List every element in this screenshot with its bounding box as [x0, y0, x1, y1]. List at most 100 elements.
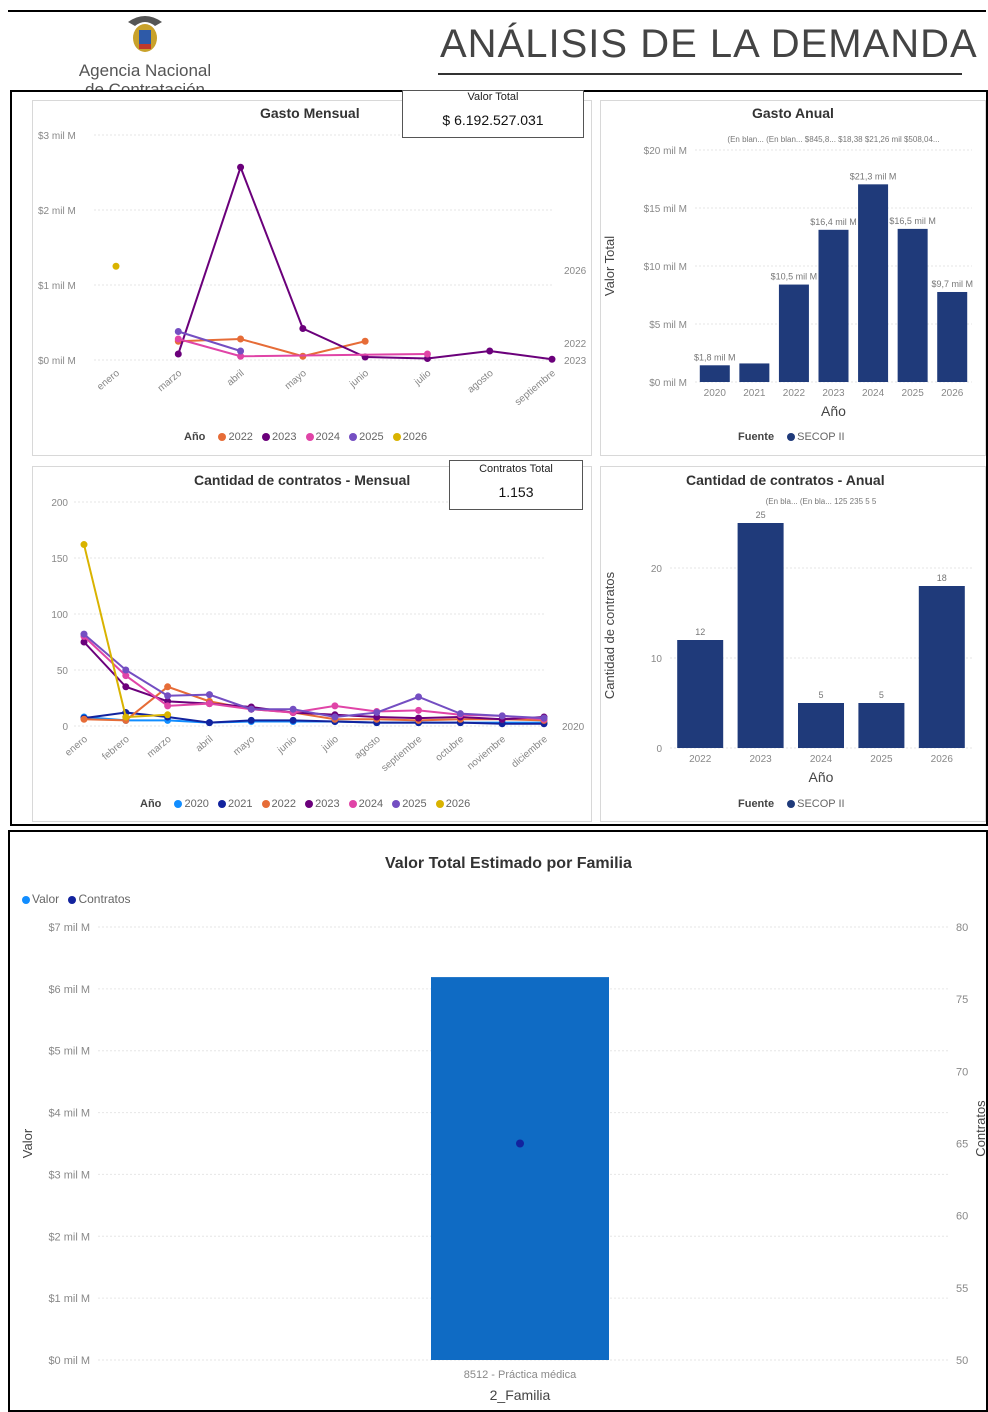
data-label: 12	[695, 627, 705, 637]
data-label: $16,5 mil M	[889, 216, 936, 226]
agency-logo: Agencia Nacional de Contratación Pública	[60, 8, 230, 90]
x-axis-title: 2_Familia	[490, 1387, 551, 1403]
data-point-2025	[247, 705, 255, 713]
bar-2024	[798, 703, 844, 748]
dashboard-frame-bottom	[8, 830, 988, 1412]
kpi-valor-label: Valor Total	[467, 91, 519, 103]
data-label: $10,5 mil M	[771, 272, 818, 282]
data-point-2023	[299, 325, 307, 332]
data-point-2025	[122, 666, 130, 674]
gasto-mensual-legend: Año 2022 2023 2024 2025 2026	[184, 431, 428, 443]
contratos-mensual-legend: Año 2020 2021 2022 2023 2024 2025 2026	[140, 798, 471, 810]
bar-2025	[897, 228, 928, 382]
data-label: 5	[818, 690, 823, 700]
y-tick-label: 100	[51, 610, 68, 621]
data-point-2022	[80, 715, 88, 723]
series-line-2025	[177, 330, 241, 352]
data-point-2024	[164, 702, 172, 710]
bar-2026	[937, 291, 968, 382]
data-point-2025	[289, 705, 297, 713]
y-tick-label: $2 mil M	[48, 1231, 90, 1243]
x-tick-label: diciembre	[510, 734, 551, 771]
contratos-anual-chart[interactable]: 0 10 20 2022 12 2023 25 2024 5 2025 5 2026 18 Año Cant…	[600, 490, 986, 795]
kpi-contratos-value: 1.153	[498, 484, 534, 500]
x-tick-label: 2022	[689, 754, 712, 765]
data-point-2024	[423, 350, 431, 358]
gasto-mensual-title: Gasto Mensual	[260, 105, 360, 121]
bar-2022	[677, 640, 724, 748]
x-tick-label: noviembre	[465, 734, 508, 773]
y2-axis-title: Contratos	[973, 1100, 986, 1157]
x-tick-label: abril	[194, 734, 216, 755]
series-end-label: 2022	[564, 339, 587, 350]
x-tick-label: 2024	[862, 388, 885, 399]
x-tick-label: 2021	[743, 388, 766, 399]
y-tick-label: $2 mil M	[38, 206, 76, 217]
x-tick-label: julio	[319, 734, 341, 755]
y-tick-label: $5 mil M	[48, 1046, 90, 1058]
y2-tick-label: 60	[956, 1211, 968, 1223]
x-axis-title: Año	[821, 403, 846, 419]
series-line-2023	[177, 164, 553, 361]
y2-tick-label: 70	[956, 1066, 968, 1078]
data-point-2024	[331, 702, 339, 710]
bar-2020	[699, 365, 730, 382]
data-point-2025	[415, 693, 423, 701]
series-line-2022	[178, 337, 366, 358]
y-tick-label: $5 mil M	[649, 320, 687, 331]
x-tick-label: 2026	[931, 754, 954, 765]
gasto-mensual-card[interactable]	[32, 100, 592, 456]
data-point-2023	[415, 714, 423, 722]
data-point-2025	[331, 713, 339, 721]
contratos-mensual-title: Cantidad de contratos - Mensual	[194, 472, 411, 488]
x-tick-label: agosto	[466, 368, 496, 396]
x-axis-title: Año	[809, 769, 834, 785]
y-tick-label: 200	[51, 498, 68, 509]
series-end-label: 2026	[564, 266, 587, 277]
y-axis-title: Cantidad de contratos	[602, 571, 617, 699]
x-tick-label: 2022	[783, 388, 806, 399]
top-labels: (En blan... (En blan... $845,8... $18,38…	[727, 135, 939, 144]
data-label: 5	[879, 690, 884, 700]
series-line-2024	[83, 635, 545, 721]
data-point-2026	[122, 713, 130, 721]
kpi-valor-total: Valor Total $ 6.192.527.031	[402, 90, 584, 138]
data-point-2025	[80, 630, 88, 638]
x-tick-label: enero	[95, 368, 122, 393]
data-point-2023	[80, 638, 88, 646]
valor-familia-chart[interactable]: $0 mil M $1 mil M $2 mil M $3 mil M $4 mil M…	[10, 910, 986, 1408]
data-point-2024	[205, 700, 213, 708]
gasto-anual-title: Gasto Anual	[752, 105, 834, 121]
x-tick-label: 2023	[749, 754, 772, 765]
x-tick-label: octubre	[434, 734, 467, 764]
y2-tick-label: 80	[956, 922, 968, 934]
x-tick-label: septiembre	[513, 368, 558, 409]
data-point-2022	[361, 337, 369, 345]
y-tick-label: $0 mil M	[38, 356, 76, 367]
y-tick-label: 150	[51, 554, 68, 565]
data-point-2025	[174, 328, 182, 335]
kpi-contratos-total: Contratos Total 1.153	[449, 460, 583, 510]
gasto-mensual-chart[interactable]: $0 mil M $1 mil M $2 mil M $3 mil M enero mar…	[32, 120, 592, 430]
x-tick-label: 2023	[822, 388, 845, 399]
contratos-mensual-card[interactable]	[32, 466, 592, 822]
bar-valor	[431, 977, 609, 1360]
bar-2023	[818, 229, 849, 382]
y-axis-title: Valor	[20, 1128, 35, 1158]
bar-2026	[918, 586, 965, 748]
data-point-2023	[486, 347, 494, 355]
data-point-2025	[540, 714, 548, 722]
x-tick-label: julio	[412, 368, 434, 389]
y-tick-label: $10 mil M	[644, 262, 687, 273]
y-tick-label: $4 mil M	[48, 1108, 90, 1120]
data-point-2025	[498, 712, 506, 720]
y-tick-label: $3 mil M	[48, 1169, 90, 1181]
y-tick-label: $7 mil M	[48, 922, 90, 934]
y2-tick-label: 50	[956, 1355, 968, 1367]
x-tick-label: abril	[225, 368, 247, 389]
gasto-anual-chart[interactable]: $0 mil M $5 mil M $10 mil M $15 mil M $20 mi…	[600, 120, 986, 430]
data-point-2023	[122, 683, 130, 691]
bar-2025	[858, 703, 905, 748]
y-axis-title: Valor Total	[602, 236, 617, 296]
